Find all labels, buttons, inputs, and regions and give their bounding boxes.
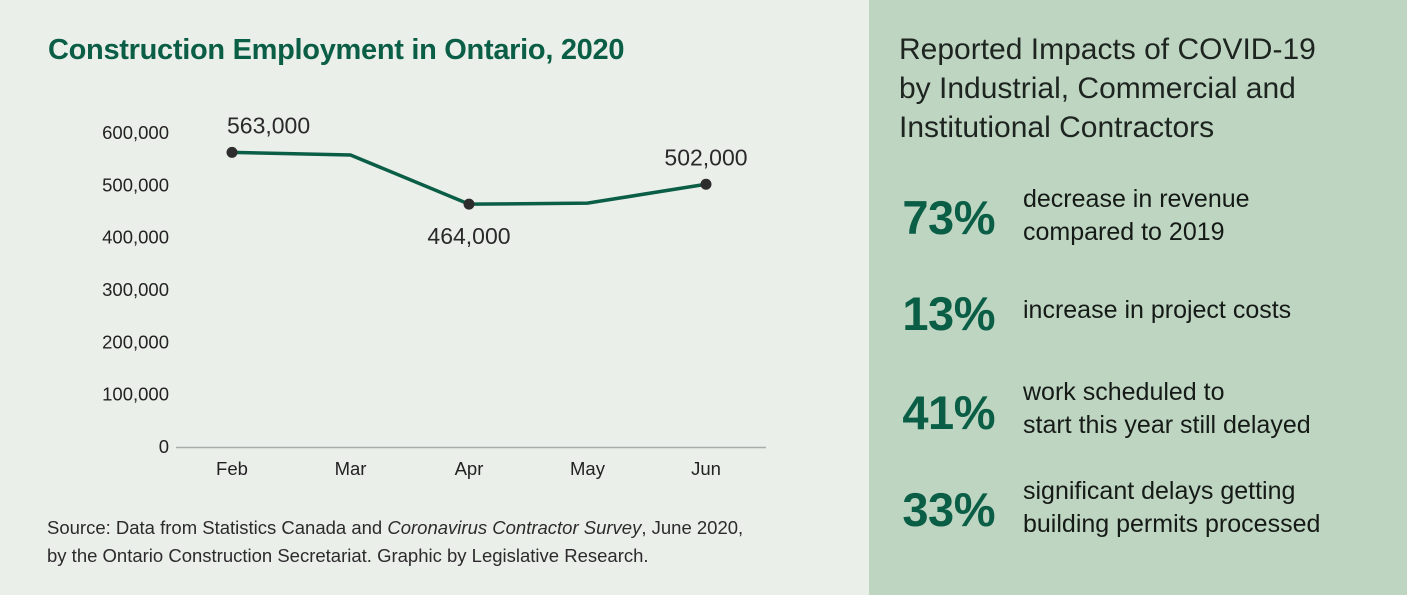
line-chart: 0 100,000 200,000 300,000 400,000 500,000 600,… [102, 112, 766, 479]
stat-description: decrease in revenue compared to 2019 [1023, 185, 1250, 246]
x-tick-label: Apr [455, 458, 484, 479]
data-label: 464,000 [427, 223, 510, 249]
x-tick-label: Jun [691, 458, 721, 479]
data-point-marker [226, 146, 238, 158]
impacts-title: Reported Impacts of COVID-19 by Industri… [899, 33, 1316, 144]
source-prefix: Source: Data from Statistics Canada and [47, 517, 388, 538]
x-tick-label: Feb [216, 458, 248, 479]
stat-description: increase in project costs [1023, 296, 1292, 324]
y-tick-label: 200,000 [102, 331, 169, 352]
stat-description: significant delays getting building perm… [1023, 477, 1321, 538]
stat-item: 73% decrease in revenue compared to 2019 [880, 184, 1400, 264]
impacts-panel [869, 0, 1407, 595]
x-tick-label: May [570, 458, 606, 479]
stat-item: 13% increase in project costs [880, 286, 1400, 366]
stat-value: 13% [902, 287, 995, 340]
source-line-2: by the Ontario Construction Secretariat.… [47, 545, 649, 566]
source-line-1: Source: Data from Statistics Canada and … [47, 514, 743, 542]
data-label: 502,000 [664, 144, 747, 170]
y-tick-label: 500,000 [102, 174, 169, 195]
stat-item: 41% work scheduled to start this year st… [880, 377, 1400, 457]
y-tick-label: 100,000 [102, 384, 169, 405]
series-line [231, 150, 707, 206]
stat-item: 33% significant delays getting building … [880, 476, 1400, 556]
data-point-marker [700, 178, 712, 190]
data-point-marker [463, 198, 475, 210]
stat-value: 73% [902, 191, 995, 244]
source-note: Source: Data from Statistics Canada and … [47, 514, 743, 570]
chart-title: Construction Employment in Ontario, 2020 [48, 34, 625, 66]
data-label: 563,000 [227, 112, 310, 138]
stat-description: work scheduled to start this year still … [1023, 378, 1311, 439]
y-tick-label: 300,000 [102, 279, 169, 300]
source-suffix: , June 2020, [641, 517, 744, 538]
stat-value: 41% [902, 386, 995, 439]
survey-name: Coronavirus Contractor Survey [387, 517, 642, 538]
y-tick-label: 0 [159, 436, 169, 457]
y-tick-label: 600,000 [102, 122, 169, 143]
stat-value: 33% [902, 483, 995, 536]
x-tick-label: Mar [335, 458, 367, 479]
y-tick-label: 400,000 [102, 227, 169, 248]
chart-panel: Construction Employment in Ontario, 2020… [47, 34, 766, 570]
